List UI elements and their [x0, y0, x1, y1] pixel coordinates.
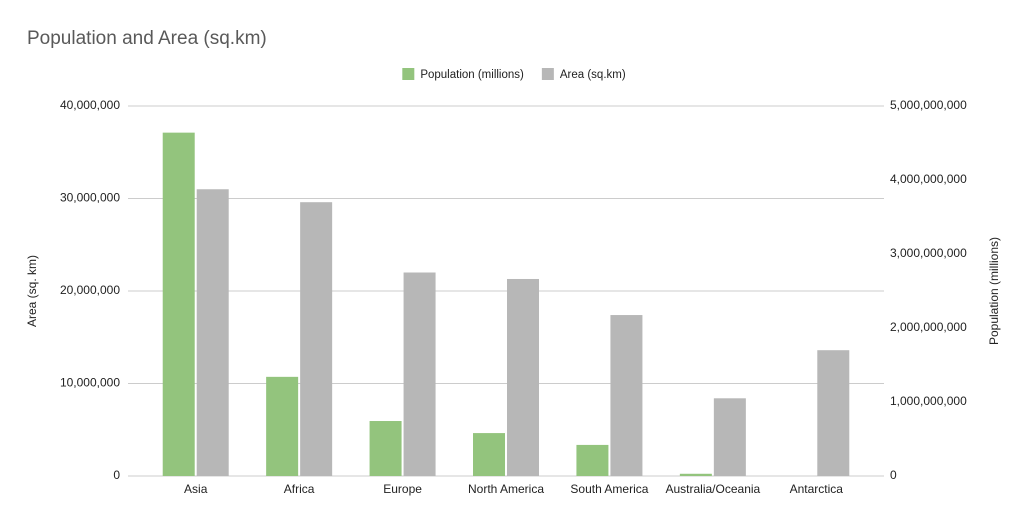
x-tick-label: Australia/Oceania: [665, 482, 760, 496]
bar: [610, 315, 643, 476]
bar: [369, 421, 402, 476]
bar: [473, 433, 505, 476]
legend-label: Area (sq.km): [560, 69, 626, 81]
bar: [713, 398, 746, 476]
x-tick-label: South America: [570, 482, 648, 496]
legend-swatch: [541, 68, 554, 80]
y-axis-title: Area (sq. km): [25, 255, 39, 327]
y-tick-label: 20,000,000: [60, 283, 120, 297]
y2-tick-label: 3,000,000,000: [890, 246, 967, 260]
x-tick-label: Europe: [383, 482, 422, 496]
y2-tick-label: 1,000,000,000: [890, 394, 967, 408]
bar: [300, 202, 333, 476]
x-tick-label: North America: [468, 482, 544, 496]
y2-tick-label: 4,000,000,000: [890, 172, 967, 186]
bar: [679, 473, 712, 476]
y-tick-label: 40,000,000: [60, 98, 120, 112]
bar: [507, 278, 539, 476]
y-tick-label: 30,000,000: [60, 191, 120, 205]
y-tick-label: 0: [113, 468, 120, 482]
y2-tick-label: 0: [890, 468, 897, 482]
bar: [576, 444, 609, 476]
bar: [162, 132, 195, 476]
x-tick-label: Antarctica: [790, 482, 844, 496]
bar: [403, 272, 436, 476]
legend-swatch: [402, 68, 415, 80]
y2-tick-label: 2,000,000,000: [890, 320, 967, 334]
y2-tick-label: 5,000,000,000: [890, 98, 967, 112]
bar: [266, 376, 299, 476]
y2-axis-title: Population (millions): [987, 237, 1001, 345]
chart-title: Population and Area (sq.km): [27, 28, 267, 49]
legend-label: Population (millions): [420, 69, 524, 81]
bar: [196, 189, 229, 476]
x-tick-label: Asia: [184, 482, 208, 496]
y-tick-label: 10,000,000: [60, 376, 120, 390]
bar: [817, 350, 850, 476]
x-tick-label: Africa: [284, 482, 315, 496]
